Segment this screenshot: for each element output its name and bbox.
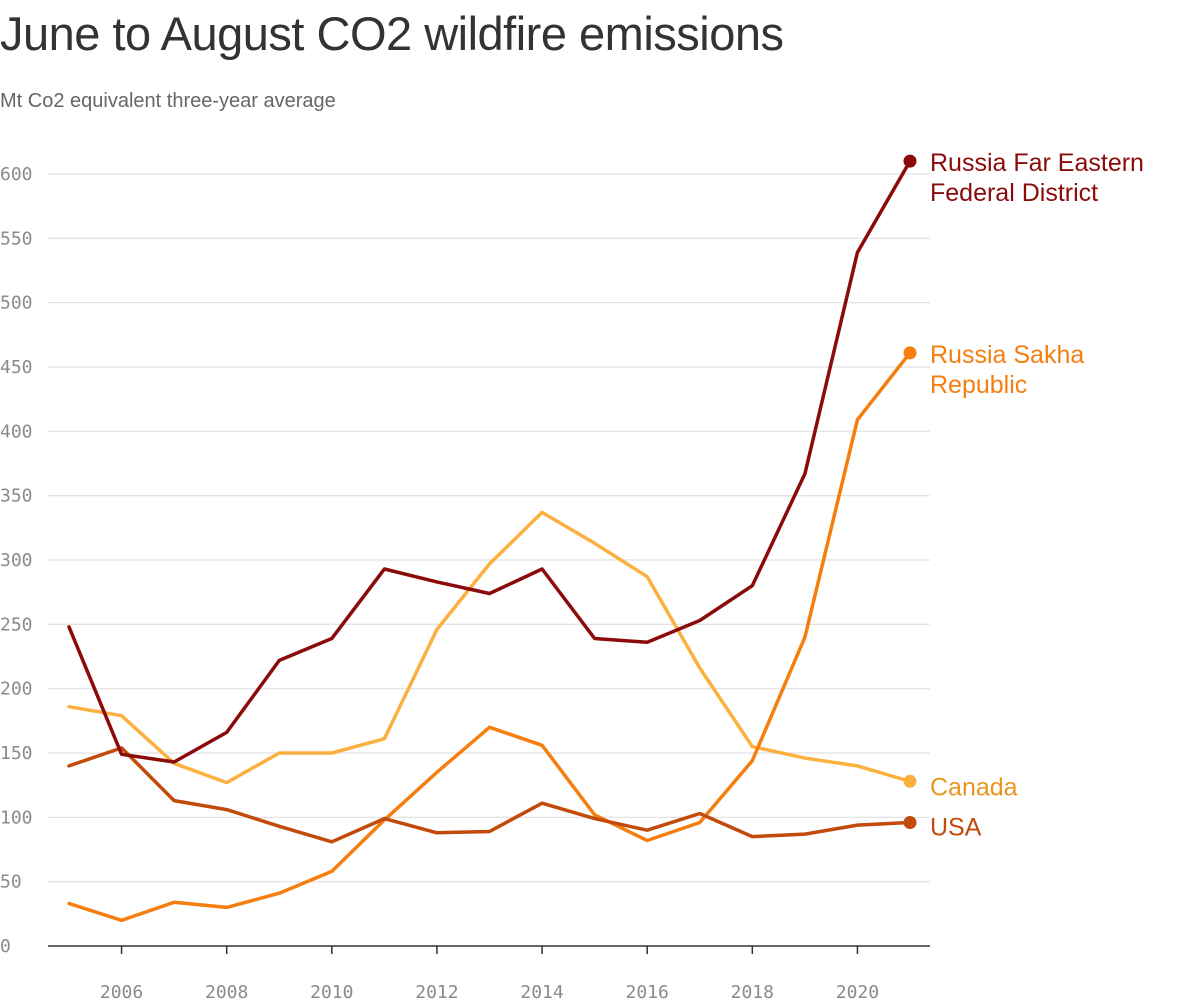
y-tick-label-300: 300 [0,550,33,571]
series-end-dot-russia-sakha-republic [903,346,917,360]
y-tick-label-600: 600 [0,164,33,185]
x-tick-label-2008: 2008 [205,982,248,1000]
x-tick-label-2006: 2006 [100,982,143,1000]
y-tick-label-450: 450 [0,357,33,378]
y-tick-label-550: 550 [0,228,33,249]
y-tick-label-150: 150 [0,743,33,764]
series-label-line: Federal District [930,179,1098,207]
series-label-russia-far-eastern-federal-district: Russia Far Eastern Federal District [930,149,1144,207]
series-line-usa [67,746,912,844]
y-tick-label-0: 0 [0,936,11,957]
y-axis-ticks: 0 50 100 150 200 250 300 350 400 450 500 550 600 [0,164,33,957]
y-tick-label-400: 400 [0,421,33,442]
y-tick-label-250: 250 [0,614,33,635]
x-tick-label-2014: 2014 [520,982,563,1000]
x-axis-ticks: 2006 2008 2010 2012 2014 2016 2018 2020 [48,945,930,1000]
x-tick-label-2018: 2018 [731,982,774,1000]
series-label-line: USA [930,813,982,841]
series-label-russia-sakha-republic: Russia Sakha Republic [930,341,1084,399]
series-lines [67,154,917,923]
series-end-dot-usa [903,815,917,829]
y-tick-label-500: 500 [0,293,33,314]
series-label-line: Russia Sakha [930,341,1084,369]
gridlines [48,173,930,883]
chart-subtitle: Mt Co2 equivalent three-year average [0,90,336,112]
series-line-russia-sakha-republic [67,351,912,923]
x-tick-label-2010: 2010 [310,982,353,1000]
y-tick-label-200: 200 [0,679,33,700]
series-line-canada [67,510,912,785]
series-label-canada: Canada [930,773,1018,801]
series-labels: Canada Russia Sakha Republic USA Russia Far … [930,149,1144,841]
y-tick-label-350: 350 [0,486,33,507]
x-tick-label-2020: 2020 [836,982,879,1000]
series-end-dot-canada [903,774,917,788]
x-tick-label-2016: 2016 [626,982,669,1000]
chart-title: June to August CO2 wildfire emissions [0,7,784,60]
series-label-line: Canada [930,773,1018,801]
series-end-dot-russia-far-eastern-federal-district [903,154,917,168]
series-label-line: Russia Far Eastern [930,149,1144,177]
series-label-line: Republic [930,371,1027,399]
series-line-russia-far-eastern-federal-district [67,159,912,764]
series-label-usa: USA [930,813,982,841]
y-tick-label-50: 50 [0,872,22,893]
y-tick-label-100: 100 [0,807,33,828]
x-tick-label-2012: 2012 [415,982,458,1000]
